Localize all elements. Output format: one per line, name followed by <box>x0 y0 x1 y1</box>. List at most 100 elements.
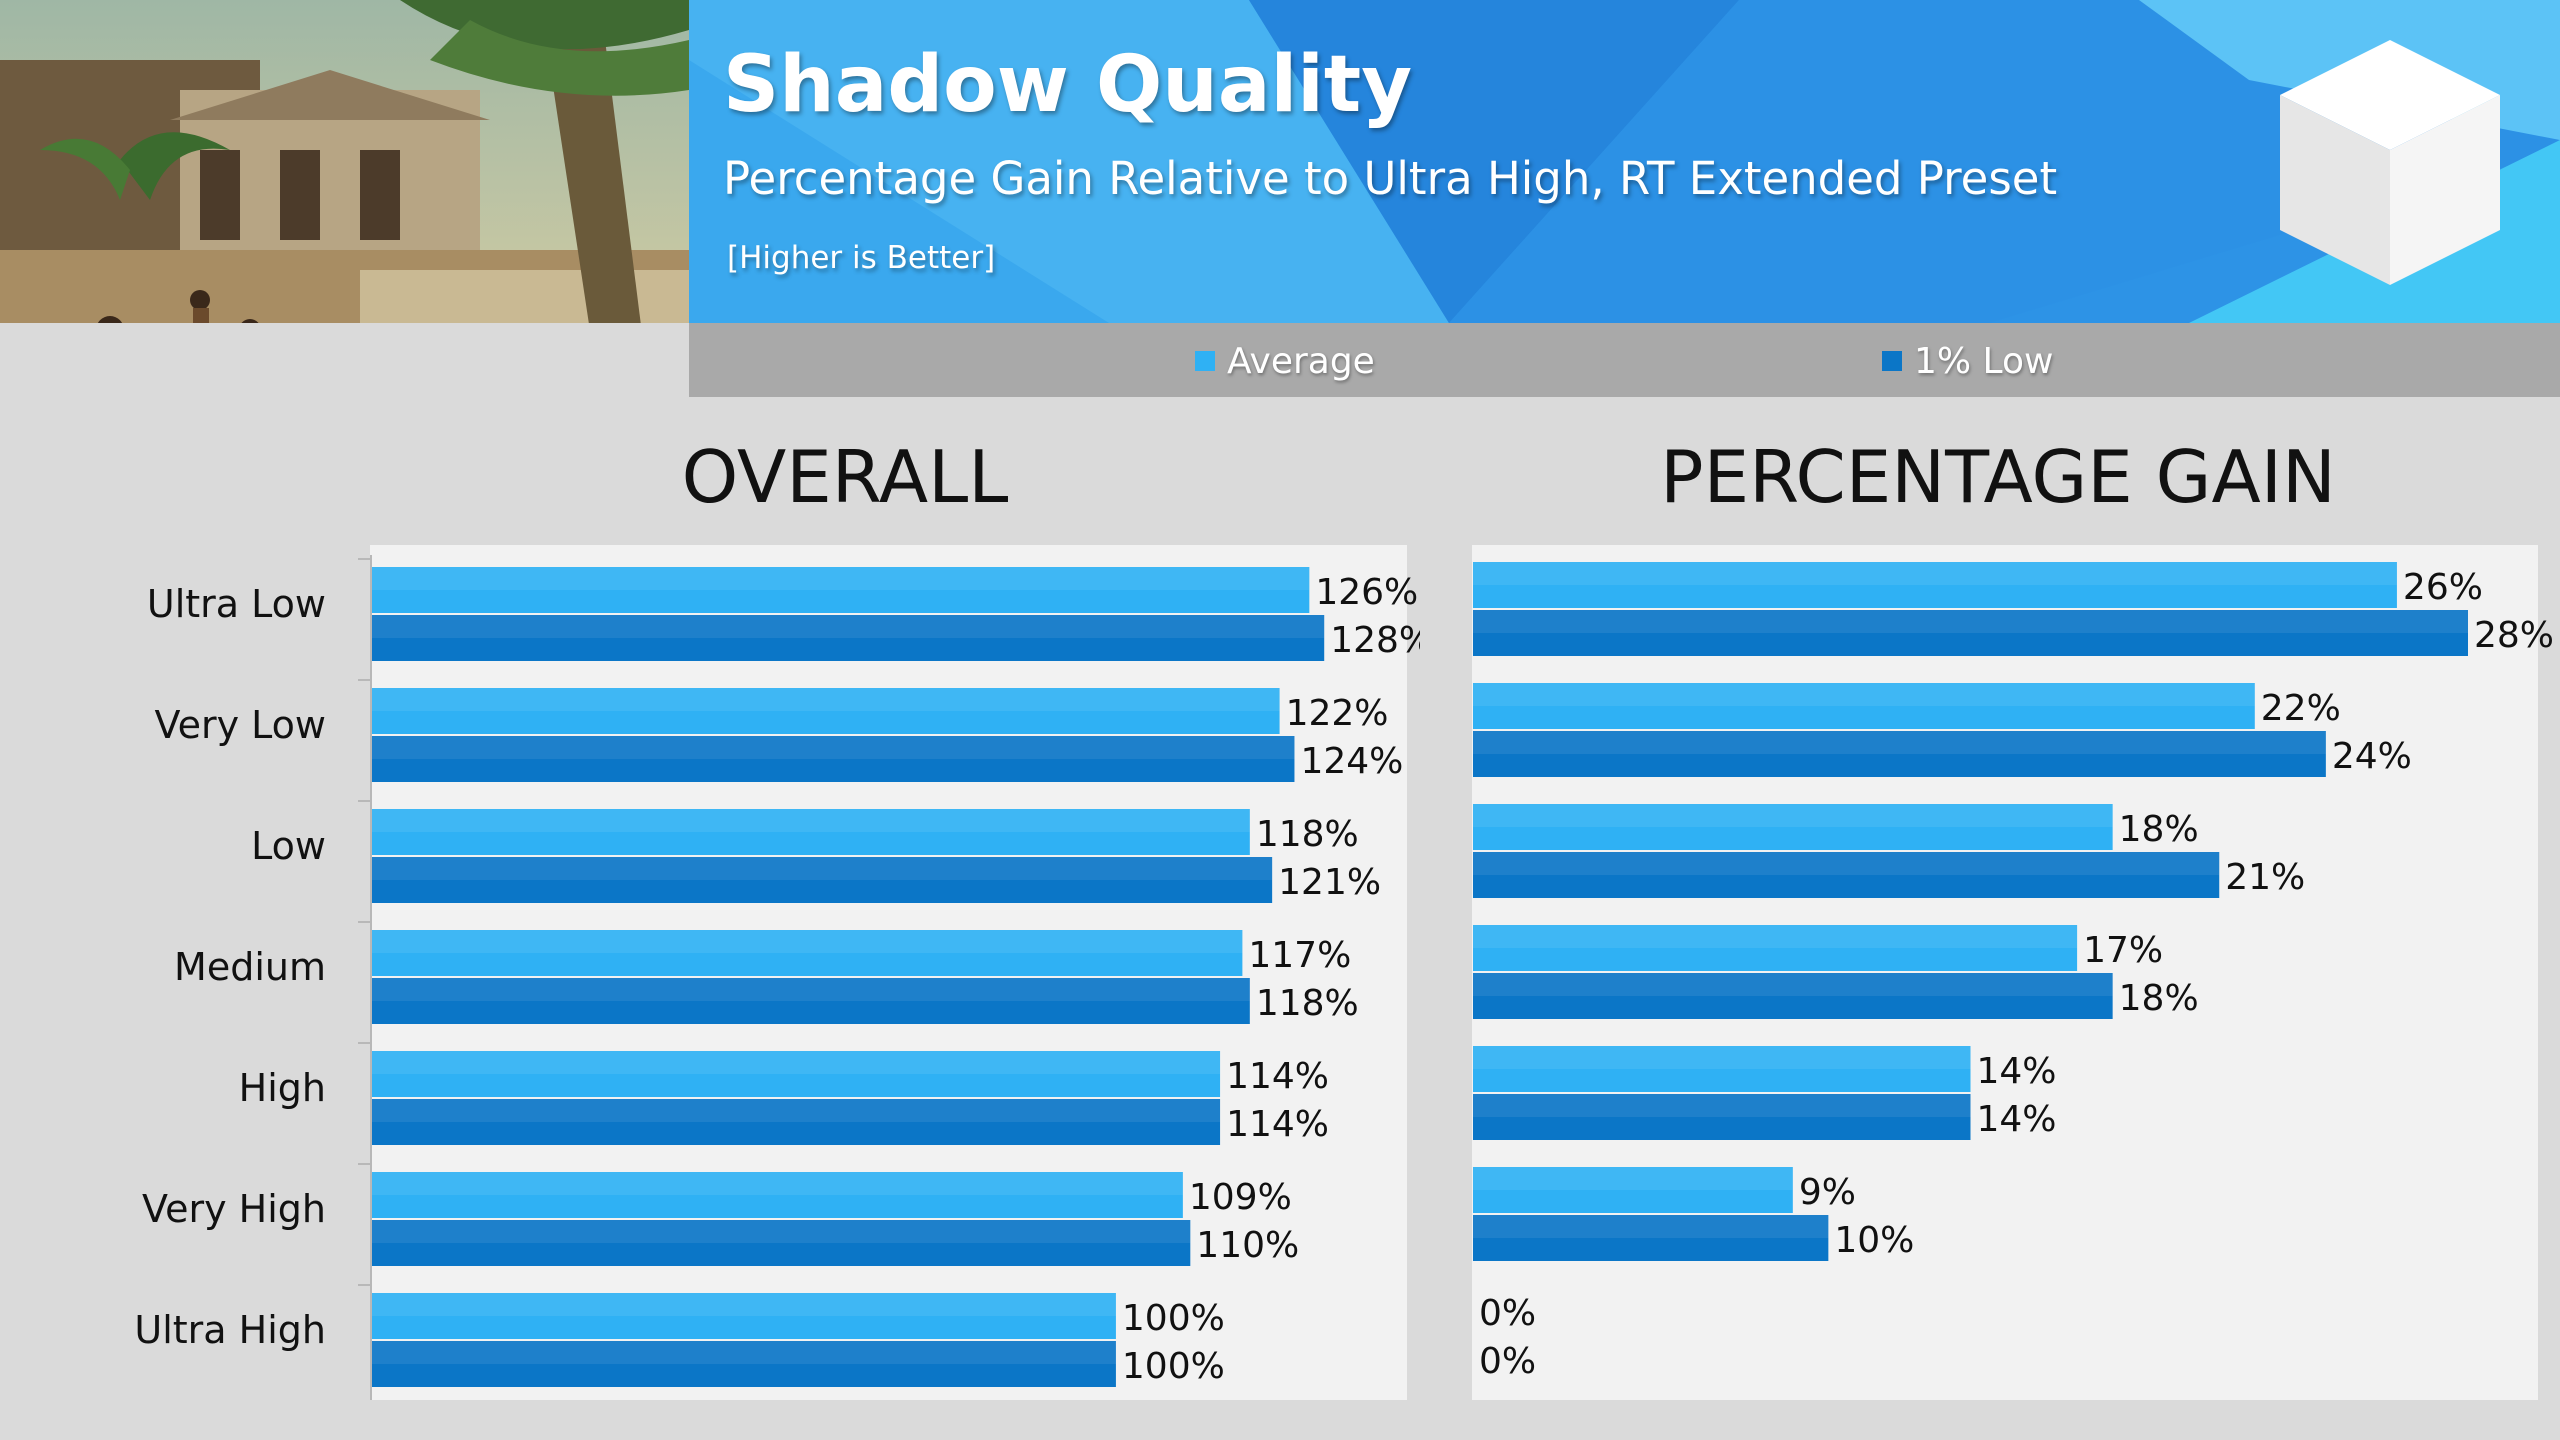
data-label: 18% <box>2119 978 2199 1019</box>
bar-average <box>372 930 1243 976</box>
legend-bar <box>689 323 2560 397</box>
bar-highlight <box>1473 562 2397 585</box>
category-label: Very Low <box>155 703 326 747</box>
bar-average <box>1473 1046 1971 1092</box>
bar-highlight <box>372 1220 1191 1243</box>
legend-label-average: Average <box>1227 340 1375 382</box>
bar-1-percent-low <box>1473 610 2468 656</box>
bar-average <box>1473 1167 1793 1213</box>
data-label: 121% <box>1278 862 1381 903</box>
bar-average <box>372 1172 1183 1218</box>
category-label: Ultra Low <box>147 582 326 626</box>
bar-highlight <box>1473 683 2255 706</box>
data-label: 128% <box>1330 620 1420 661</box>
bar-highlight <box>1473 804 2113 827</box>
legend-item-1-percent-low: 1% Low <box>1882 340 2053 382</box>
bar-average <box>372 1051 1221 1097</box>
bar-highlight <box>1473 1215 1829 1238</box>
bar-highlight <box>1473 1046 1971 1069</box>
data-label: 100% <box>1122 1346 1225 1387</box>
data-label: 114% <box>1226 1056 1329 1097</box>
chart-overall: Ultra Low 126% 128% Very Low 122% 124% Low 118%… <box>134 545 1420 1400</box>
data-label: 114% <box>1226 1104 1329 1145</box>
data-label: 126% <box>1315 572 1418 613</box>
category-label: Medium <box>174 945 326 989</box>
bar-1-percent-low <box>1473 731 2326 777</box>
bar-highlight <box>372 688 1280 711</box>
category-label: Very High <box>142 1187 326 1231</box>
data-label: 117% <box>1248 935 1351 976</box>
bar-highlight <box>372 1172 1183 1195</box>
data-label: 110% <box>1196 1225 1299 1266</box>
bar-1-percent-low <box>372 1220 1191 1266</box>
bar-highlight <box>1473 1094 1971 1117</box>
bar-average <box>1473 562 2397 608</box>
title-banner <box>689 0 2560 323</box>
bar-average <box>1473 683 2255 729</box>
chart-note: [Higher is Better] <box>727 240 996 276</box>
data-label: 118% <box>1256 814 1359 855</box>
bar-1-percent-low <box>1473 1215 1829 1261</box>
data-label: 0% <box>1479 1293 1536 1334</box>
data-label: 122% <box>1286 693 1389 734</box>
legend-item-average: Average <box>1195 340 1375 382</box>
bar-1-percent-low <box>1473 1094 1971 1140</box>
chart-subtitle: Percentage Gain Relative to Ultra High, … <box>723 152 2058 205</box>
legend-swatch-1-percent-low <box>1882 351 1902 371</box>
data-label: 109% <box>1189 1177 1292 1218</box>
bar-average <box>372 1293 1116 1339</box>
bar-1-percent-low <box>1473 973 2113 1019</box>
bar-average <box>372 567 1310 613</box>
category-label: Ultra High <box>134 1308 326 1352</box>
panel-title-overall: OVERALL <box>681 435 1009 519</box>
bar-highlight <box>1473 1167 1793 1190</box>
data-label: 10% <box>1834 1220 1914 1261</box>
data-label: 100% <box>1122 1298 1225 1339</box>
data-label: 18% <box>2119 809 2199 850</box>
plot-area <box>1472 545 2538 1400</box>
bar-1-percent-low <box>372 615 1325 661</box>
bar-average <box>372 688 1280 734</box>
bar-highlight <box>372 1341 1116 1364</box>
data-label: 14% <box>1977 1099 2057 1140</box>
bar-highlight <box>372 736 1295 759</box>
logo-cube-icon <box>2280 40 2500 285</box>
category-label: Low <box>251 824 326 868</box>
bar-1-percent-low <box>372 736 1295 782</box>
data-label: 22% <box>2261 688 2341 729</box>
chart-title: Shadow Quality <box>723 40 1413 130</box>
bar-highlight <box>1473 852 2220 875</box>
bar-average <box>1473 925 2078 971</box>
data-label: 17% <box>2083 930 2163 971</box>
bar-highlight <box>372 615 1325 638</box>
header: Shadow Quality Percentage Gain Relative … <box>0 0 2560 323</box>
data-label: 118% <box>1256 983 1359 1024</box>
bar-highlight <box>372 567 1310 590</box>
category-label: High <box>239 1066 326 1110</box>
bar-highlight <box>1473 731 2326 754</box>
bar-highlight <box>372 978 1250 1001</box>
data-label: 14% <box>1977 1051 2057 1092</box>
data-label: 9% <box>1799 1172 1856 1213</box>
data-label: 28% <box>2474 615 2554 656</box>
bar-highlight <box>372 857 1273 880</box>
bar-highlight <box>1473 610 2468 633</box>
data-label: 124% <box>1300 741 1403 782</box>
bar-1-percent-low <box>372 1341 1116 1387</box>
data-label: 26% <box>2403 567 2483 608</box>
bar-1-percent-low <box>1473 852 2220 898</box>
data-label: 21% <box>2225 857 2305 898</box>
bar-average <box>1473 804 2113 850</box>
bar-highlight <box>372 1099 1221 1122</box>
bar-highlight <box>372 930 1243 953</box>
bar-1-percent-low <box>372 1099 1221 1145</box>
bar-highlight <box>1473 925 2078 948</box>
bar-highlight <box>1473 973 2113 996</box>
legend-label-1-percent-low: 1% Low <box>1914 340 2054 382</box>
bar-highlight <box>372 1051 1221 1074</box>
bar-highlight <box>372 809 1250 832</box>
bar-highlight <box>372 1293 1116 1316</box>
game-screenshot-thumbnail <box>0 0 689 323</box>
data-label: 0% <box>1479 1341 1536 1382</box>
panel-title-percentage-gain: PERCENTAGE GAIN <box>1660 435 2336 519</box>
